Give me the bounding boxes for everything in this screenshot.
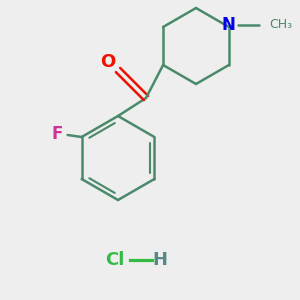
Text: H: H: [152, 251, 167, 269]
Text: N: N: [222, 16, 236, 34]
Text: CH₃: CH₃: [269, 19, 292, 32]
Text: O: O: [100, 53, 116, 71]
Text: Cl: Cl: [105, 251, 125, 269]
Text: F: F: [52, 125, 63, 143]
